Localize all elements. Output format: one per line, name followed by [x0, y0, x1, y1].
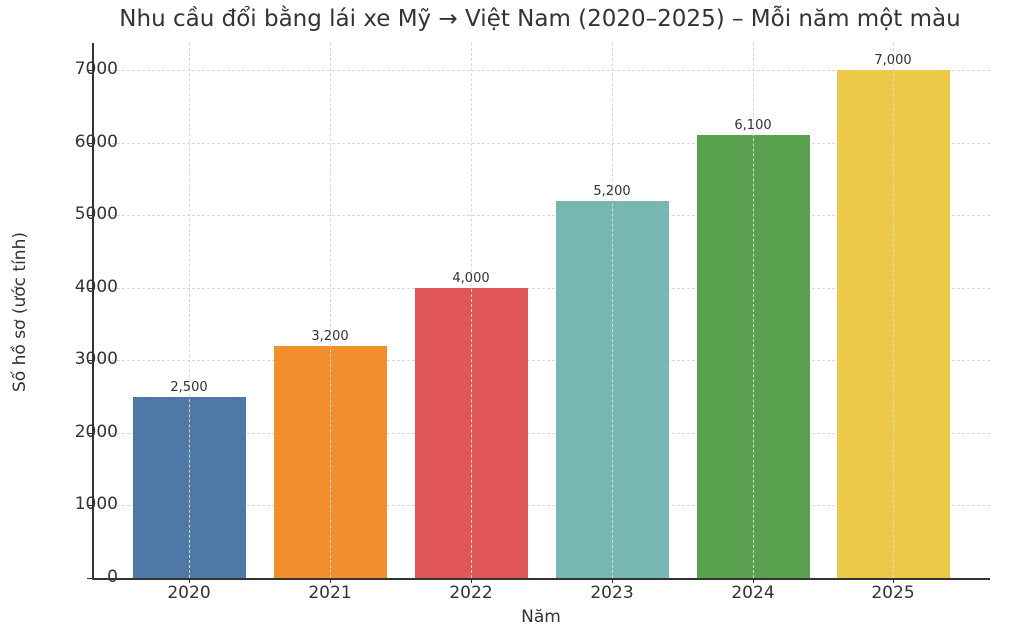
- y-tick-mark: [87, 578, 92, 579]
- y-tick-label: 5000: [74, 204, 118, 225]
- y-tick-mark: [87, 505, 92, 507]
- y-axis-label: Số hồ sơ (ước tính): [10, 232, 30, 392]
- y-tick-label: 4000: [74, 276, 118, 297]
- plot-area: 2,500 3,200 4,000 5,200 6,100 7,000: [87, 43, 990, 583]
- chart-title: Nhu cầu đổi bằng lái xe Mỹ → Việt Nam (2…: [119, 6, 961, 32]
- bar-value-label: 5,200: [593, 183, 631, 199]
- h-gridline: [92, 505, 990, 507]
- h-gridline: [92, 70, 990, 71]
- h-gridline: [92, 432, 990, 434]
- x-tick-mark: [330, 578, 331, 583]
- y-tick-mark: [87, 215, 92, 217]
- y-tick-mark: [87, 287, 92, 289]
- y-axis-line: [92, 43, 94, 579]
- v-gridline: [893, 43, 894, 578]
- y-tick-mark: [87, 432, 92, 434]
- x-tick-label: 2025: [871, 583, 915, 603]
- h-gridline: [92, 287, 990, 289]
- x-tick-label: 2021: [308, 583, 352, 603]
- bar-value-label: 3,200: [311, 328, 349, 344]
- x-tick-label: 2022: [449, 583, 493, 603]
- bar-value-label: 4,000: [452, 270, 490, 286]
- v-gridline: [330, 43, 331, 578]
- bar-value-label: 6,100: [734, 118, 772, 134]
- h-gridline: [92, 142, 990, 144]
- h-gridline: [92, 215, 990, 217]
- x-tick-label: 2024: [731, 583, 775, 603]
- x-tick-mark: [189, 578, 190, 583]
- v-gridline: [471, 43, 472, 578]
- bar-value-label: 2,500: [170, 379, 208, 395]
- y-tick-label: 6000: [74, 131, 118, 152]
- x-tick-mark: [471, 578, 472, 583]
- v-gridline: [612, 43, 613, 578]
- x-tick-label: 2020: [167, 583, 211, 603]
- y-tick-label: 1000: [74, 494, 118, 515]
- x-tick-mark: [753, 578, 754, 583]
- x-axis-label: Năm: [521, 607, 561, 627]
- v-gridline: [753, 43, 754, 578]
- x-tick-mark: [893, 578, 894, 583]
- y-tick-mark: [87, 70, 92, 71]
- y-tick-mark: [87, 360, 92, 362]
- x-tick-label: 2023: [590, 583, 634, 603]
- bar-value-label: 7,000: [874, 53, 912, 68]
- h-gridline: [92, 360, 990, 362]
- x-tick-mark: [612, 578, 613, 583]
- y-tick-label: 3000: [74, 349, 118, 370]
- v-gridline: [189, 43, 190, 578]
- y-tick-mark: [87, 142, 92, 144]
- y-tick-label: 2000: [74, 421, 118, 442]
- y-tick-label: 0: [107, 567, 118, 587]
- x-axis-line: [92, 578, 990, 580]
- y-tick-label: 7000: [74, 59, 118, 79]
